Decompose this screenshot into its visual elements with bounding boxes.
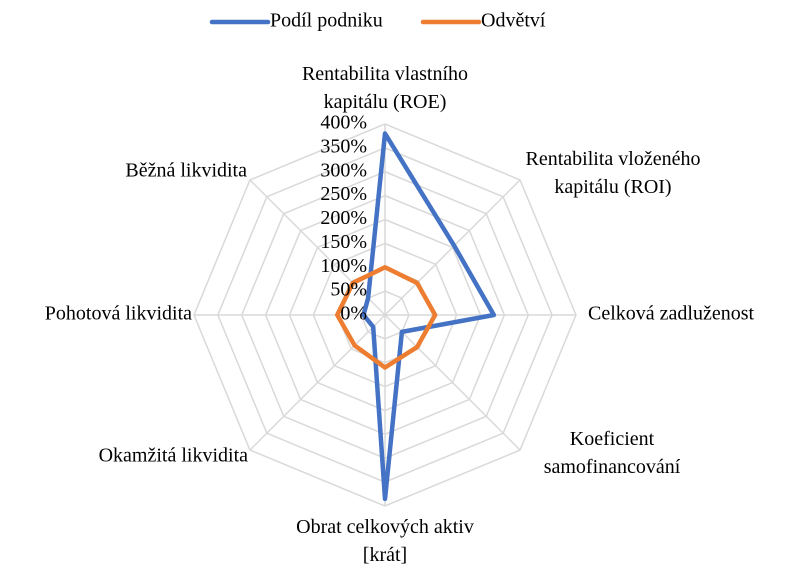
r-tick-label: 150% [320,231,367,253]
spoke [384,314,521,451]
r-tick-label: 100% [320,255,367,277]
r-tick-label: 200% [320,207,367,229]
category-label: Pohotová likvidita [45,303,192,325]
category-label: Rentabilita vlastního kapitálu (ROE) [302,63,468,113]
spoke [249,314,386,451]
spoke [249,179,386,316]
r-tick-label: 300% [320,159,367,181]
category-label: Rentabilita vloženého kapitálu (ROI) [526,148,701,198]
category-label: Celková zadluženost [588,303,754,325]
series-line [335,265,438,370]
category-label: Okamžitá likvidita [99,445,249,467]
spoke [384,179,521,316]
legend-label: Odvětví [481,10,546,32]
r-tick-label: 0% [340,303,367,325]
r-tick-label: 400% [320,112,367,134]
legend-label: Podíl podniku [270,10,383,32]
category-label: Obrat celkových aktiv [krát] [296,516,474,565]
r-tick-label: 50% [330,279,367,301]
category-label: Běžná likvidita [125,160,247,182]
series-line [361,131,497,502]
r-tick-label: 350% [320,135,367,157]
category-label: Koeficient samofinancování [544,428,681,478]
r-tick-label: 250% [320,183,367,205]
